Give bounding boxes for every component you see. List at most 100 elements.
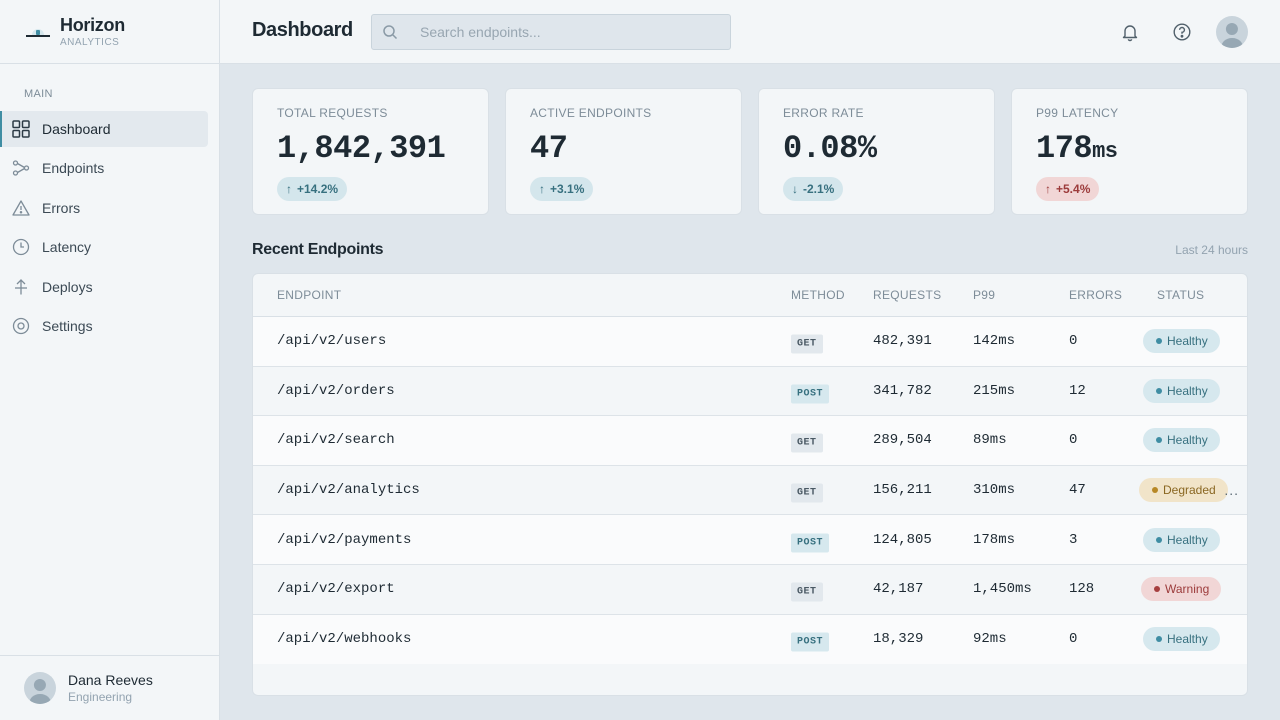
stat-card-active-endpoints: ACTIVE ENDPOINTS 47 ↑ +3.1% <box>505 88 742 215</box>
table-row[interactable]: /api/v2/payments POST 124,805 178ms 3 He… <box>253 515 1247 565</box>
avatar <box>24 672 56 704</box>
p99-value: 215ms <box>973 382 1016 399</box>
stat-card-error-rate: ERROR RATE 0.08% ↓ -2.1% <box>758 88 995 215</box>
errors-value: 0 <box>1069 432 1078 449</box>
status-badge: Healthy <box>1143 428 1220 453</box>
p99-value: 1,450ms <box>973 581 1032 598</box>
nav-section-label: MAIN <box>24 88 53 100</box>
help-icon[interactable] <box>1172 22 1192 42</box>
sidebar-item-dashboard[interactable]: Dashboard <box>0 111 208 147</box>
column-header-requests[interactable]: REQUESTS <box>873 288 942 302</box>
arrow-down-icon: ↓ <box>792 182 798 196</box>
status-badge: Degraded <box>1139 478 1228 503</box>
status-cell: Healthy <box>1143 428 1220 453</box>
bell-icon[interactable] <box>1120 22 1140 42</box>
status-badge: Healthy <box>1143 627 1220 652</box>
status-cell: Warning <box>1141 577 1222 602</box>
status-cell: Healthy <box>1143 527 1220 552</box>
method-badge: GET <box>791 483 823 503</box>
column-header-method[interactable]: METHOD <box>791 288 845 302</box>
method-badge: POST <box>791 533 830 553</box>
errors-value: 128 <box>1069 581 1095 598</box>
table-row[interactable]: /api/v2/search GET 289,504 89ms 0 Health… <box>253 416 1247 466</box>
requests-value: 124,805 <box>873 531 932 548</box>
stat-delta: ↑ +5.4% <box>1036 177 1100 201</box>
status-badge: Healthy <box>1143 527 1220 552</box>
p99-value: 178ms <box>973 531 1016 548</box>
table-row[interactable]: /api/v2/webhooks POST 18,329 92ms 0 Heal… <box>253 614 1247 665</box>
stat-value: 178ms <box>1036 130 1118 167</box>
method-cell: POST <box>791 531 830 553</box>
status-cell: Healthy <box>1143 378 1220 403</box>
sidebar-item-label: Latency <box>42 239 92 256</box>
p99-value: 89ms <box>973 432 1007 449</box>
endpoint-path: /api/v2/export <box>277 581 395 598</box>
recent-endpoints-header: Recent Endpoints Last 24 hours <box>252 241 1248 261</box>
page-title: Dashboard <box>252 19 353 41</box>
user-profile[interactable]: Dana Reeves Engineering <box>0 655 220 720</box>
method-cell: GET <box>791 432 823 453</box>
stat-delta: ↑ +3.1% <box>530 177 594 201</box>
stat-delta: ↑ +14.2% <box>277 177 348 201</box>
sidebar-item-settings[interactable]: Settings <box>0 308 208 344</box>
sidebar-item-errors[interactable]: Errors <box>0 190 208 226</box>
column-header-endpoint[interactable]: ENDPOINT <box>277 288 342 302</box>
grid-icon <box>12 120 30 138</box>
table-row[interactable]: /api/v2/orders POST 341,782 215ms 12 Hea… <box>253 367 1247 417</box>
table-header: ENDPOINT METHOD REQUESTS P99 ERRORS STAT… <box>253 274 1247 317</box>
sidebar-item-label: Endpoints <box>42 160 105 177</box>
requests-value: 341,782 <box>873 382 932 399</box>
method-cell: GET <box>791 333 823 354</box>
endpoint-path: /api/v2/search <box>277 432 395 449</box>
stat-value: 47 <box>530 130 568 167</box>
status-badge: Healthy <box>1143 329 1220 354</box>
nodes-icon <box>12 159 30 177</box>
search-input[interactable] <box>420 24 710 40</box>
arrow-up-icon: ↑ <box>286 182 292 196</box>
topbar: Dashboard <box>220 0 1280 64</box>
brand[interactable]: Horizon ANALYTICS <box>0 0 219 64</box>
errors-value: 47 <box>1069 482 1086 499</box>
table-row[interactable]: /api/v2/users GET 482,391 142ms 0 Health… <box>253 317 1247 367</box>
status-cell: Healthy <box>1143 329 1220 354</box>
column-header-p99[interactable]: P99 <box>973 288 996 302</box>
method-badge: GET <box>791 433 823 453</box>
arrow-up-icon: ↑ <box>1045 182 1051 196</box>
table-row[interactable]: /api/v2/export GET 42,187 1,450ms 128 Wa… <box>253 565 1247 615</box>
user-name: Dana Reeves <box>68 672 153 688</box>
column-header-status[interactable]: STATUS <box>1157 288 1205 302</box>
stat-card-total-requests: TOTAL REQUESTS 1,842,391 ↑ +14.2% <box>252 88 489 215</box>
sidebar-item-label: Settings <box>42 317 93 334</box>
endpoints-table: ENDPOINT METHOD REQUESTS P99 ERRORS STAT… <box>252 273 1248 696</box>
stat-cards: TOTAL REQUESTS 1,842,391 ↑ +14.2% ACTIVE … <box>252 88 1248 215</box>
status-cell: Healthy <box>1143 627 1220 652</box>
method-cell: POST <box>791 382 830 404</box>
method-badge: GET <box>791 334 823 354</box>
table-row[interactable]: /api/v2/analytics GET 156,211 310ms 47 D… <box>253 466 1247 516</box>
sidebar-item-latency[interactable]: Latency <box>0 229 208 265</box>
sidebar-item-label: Deploys <box>42 278 93 295</box>
more-icon[interactable]: ... <box>1224 482 1239 499</box>
requests-value: 289,504 <box>873 432 932 449</box>
p99-value: 310ms <box>973 482 1016 499</box>
arrow-up-icon: ↑ <box>539 182 545 196</box>
sidebar-nav: Dashboard Endpoints Errors Latency Deplo… <box>0 111 220 347</box>
stat-card-p99-latency: P99 LATENCY 178ms ↑ +5.4% <box>1011 88 1248 215</box>
method-cell: GET <box>791 581 823 602</box>
user-avatar[interactable] <box>1216 16 1248 48</box>
requests-value: 156,211 <box>873 482 932 499</box>
requests-value: 482,391 <box>873 333 932 350</box>
stat-label: ACTIVE ENDPOINTS <box>530 106 652 120</box>
deploy-icon <box>12 278 30 296</box>
method-badge: POST <box>791 632 830 652</box>
sidebar-item-deploys[interactable]: Deploys <box>0 269 208 305</box>
search-box[interactable] <box>371 14 731 50</box>
endpoint-path: /api/v2/users <box>277 333 387 350</box>
column-header-errors[interactable]: ERRORS <box>1069 288 1123 302</box>
errors-value: 0 <box>1069 333 1078 350</box>
stat-value: 1,842,391 <box>277 130 446 167</box>
brand-subtitle: ANALYTICS <box>60 36 120 48</box>
sidebar: Horizon ANALYTICS MAIN Dashboard Endpoin… <box>0 0 220 720</box>
endpoint-path: /api/v2/orders <box>277 382 395 399</box>
sidebar-item-endpoints[interactable]: Endpoints <box>0 150 208 186</box>
